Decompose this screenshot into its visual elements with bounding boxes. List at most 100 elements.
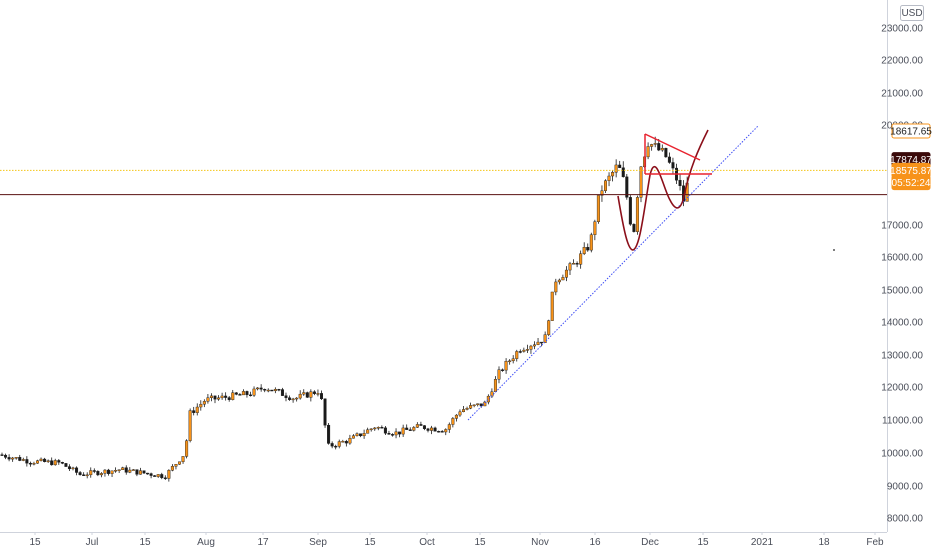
- candle: [472, 404, 476, 408]
- candle: [607, 172, 611, 187]
- candle: [525, 344, 529, 354]
- y-tick-label: 15000.00: [881, 286, 923, 297]
- candle: [245, 390, 249, 398]
- candle: [99, 472, 103, 478]
- candle: [96, 470, 100, 477]
- candle: [391, 433, 395, 437]
- candle: [202, 399, 206, 408]
- candle: [195, 403, 199, 416]
- y-tick-label: 22000.00: [881, 56, 923, 67]
- candle: [458, 409, 462, 417]
- candle: [465, 406, 469, 411]
- candle: [163, 475, 167, 480]
- candle: [295, 397, 299, 402]
- currency-badge[interactable]: USD: [900, 5, 924, 21]
- candle: [288, 395, 292, 401]
- candle: [316, 389, 320, 397]
- candle: [248, 391, 252, 397]
- candle: [270, 389, 274, 392]
- candle: [124, 465, 128, 475]
- candle: [497, 366, 501, 384]
- candle: [522, 347, 526, 353]
- candle: [618, 160, 622, 169]
- candle: [241, 389, 245, 396]
- candle: [554, 278, 558, 296]
- x-tick-label: Dec: [641, 537, 659, 548]
- candle: [146, 472, 150, 475]
- candle: [82, 472, 86, 476]
- candle: [486, 394, 490, 405]
- candle: [206, 394, 210, 404]
- candle: [540, 341, 544, 347]
- x-tick-label: Feb: [866, 537, 884, 548]
- candle: [280, 387, 284, 396]
- candle: [89, 467, 93, 478]
- candle: [476, 403, 480, 407]
- candle: [199, 400, 203, 411]
- candle: [469, 402, 473, 410]
- candle: [238, 393, 242, 396]
- candle: [46, 459, 50, 463]
- candle: [302, 389, 306, 396]
- candle: [501, 368, 505, 372]
- candle: [177, 461, 181, 465]
- currency-label: USD: [901, 8, 922, 19]
- x-tick-label: 15: [139, 537, 151, 548]
- candle: [128, 467, 132, 474]
- candle: [533, 341, 537, 350]
- candle: [217, 395, 221, 401]
- candle: [305, 391, 309, 398]
- candle: [337, 439, 341, 449]
- candle: [85, 472, 89, 479]
- candle: [511, 355, 515, 364]
- candle: [635, 195, 639, 235]
- candle: [447, 422, 451, 433]
- candle: [589, 232, 593, 253]
- candle: [394, 428, 398, 439]
- x-axis-ticks: 15 Jul 15 Aug 17 Sep 15 Oct 15 Nov 16 Dec 15 2021 18 Fe…: [29, 532, 884, 548]
- candle: [504, 358, 508, 374]
- candle: [309, 389, 313, 402]
- candle: [181, 456, 185, 464]
- candle: [334, 444, 338, 450]
- y-tick-label: 16000.00: [881, 253, 923, 264]
- candle: [39, 457, 43, 462]
- candle: [408, 427, 412, 431]
- candle: [138, 467, 142, 475]
- candle: [433, 426, 437, 432]
- cup-pattern-curve[interactable]: [617, 129, 709, 251]
- triangle-upper-line[interactable]: [644, 133, 701, 161]
- candle: [426, 427, 430, 433]
- candle: [529, 344, 533, 354]
- candle: [110, 470, 114, 478]
- candle: [7, 454, 11, 462]
- candle: [341, 439, 345, 443]
- candle: [579, 250, 583, 269]
- candle: [600, 185, 604, 202]
- candle: [604, 179, 608, 194]
- candle: [462, 405, 466, 413]
- candle: [561, 274, 565, 281]
- candle: [646, 142, 650, 160]
- svg-text:17874.87: 17874.87: [890, 155, 932, 166]
- candle: [625, 174, 629, 200]
- candle: [650, 143, 654, 151]
- candle: [153, 475, 157, 477]
- candle: [405, 424, 409, 430]
- candle: [78, 471, 82, 476]
- candle: [75, 466, 79, 476]
- candle: [344, 439, 348, 447]
- candle: [53, 458, 57, 466]
- candle: [50, 457, 54, 466]
- candle: [348, 434, 352, 445]
- candle: [678, 174, 682, 191]
- candle: [174, 463, 178, 470]
- candle: [60, 461, 64, 465]
- candle: [57, 459, 61, 465]
- svg-text:18617.65: 18617.65: [890, 127, 932, 138]
- candle: [36, 459, 40, 464]
